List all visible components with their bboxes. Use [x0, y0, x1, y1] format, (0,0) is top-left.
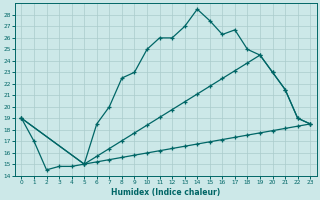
X-axis label: Humidex (Indice chaleur): Humidex (Indice chaleur) [111, 188, 220, 197]
